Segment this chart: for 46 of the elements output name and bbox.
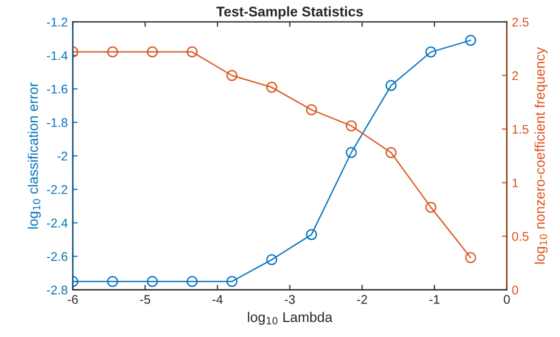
- point: [186, 46, 198, 58]
- point: [425, 46, 436, 58]
- y-tick-label: -2.4: [46, 218, 68, 228]
- point: [186, 276, 198, 287]
- y-tick-label: -2.2: [46, 185, 68, 194]
- point: [107, 46, 118, 58]
- y2-tick-label: 2.5: [512, 18, 529, 27]
- point: [386, 80, 397, 92]
- y2-tick-label: 1.5: [512, 125, 529, 134]
- x-tick-label: -6: [68, 295, 78, 304]
- point: [306, 229, 317, 240]
- y-tick-label: -1.4: [46, 51, 68, 60]
- y-tick-label: -1.2: [46, 18, 68, 26]
- x-tick-label: -5: [140, 295, 150, 304]
- point: [266, 254, 278, 266]
- y-tick-label: -2.8: [46, 286, 68, 294]
- point: [107, 276, 118, 287]
- y2-tick-label: 0.5: [512, 232, 529, 241]
- y-tick-label: -1.8: [46, 118, 68, 128]
- point: [386, 147, 397, 158]
- point: [425, 202, 436, 213]
- point: [346, 120, 357, 132]
- x-tick-label: 0: [504, 295, 510, 304]
- point: [226, 276, 238, 287]
- x-tick-label: -3: [284, 295, 295, 304]
- point: [306, 104, 317, 116]
- point: [146, 46, 158, 58]
- y-tick-label: -2: [57, 152, 68, 160]
- y-tick-label: -1.6: [46, 84, 68, 94]
- chart-title: Test-Sample Statistics: [216, 6, 363, 20]
- y-tick-label: -2.6: [46, 252, 68, 261]
- point: [226, 70, 238, 81]
- y2-axis-title: log$_{10}$ nonzero-coefficient frequency: [534, 47, 548, 264]
- x-tick-label: -1: [429, 295, 440, 304]
- y2-tick-label: 2: [512, 71, 518, 80]
- x-tick-label: -2: [357, 295, 368, 304]
- point: [465, 252, 476, 264]
- point: [146, 276, 158, 287]
- y2-tick-label: 0: [512, 286, 518, 294]
- point: [465, 34, 476, 46]
- x-tick-label: -4: [212, 295, 223, 304]
- y-axis-title: log$_{10}$ classification error: [28, 82, 41, 229]
- x-axis-title: log$_{10}$ Lambda: [248, 312, 332, 325]
- point: [346, 147, 357, 158]
- y2-tick-label: 1: [512, 178, 518, 188]
- point: [266, 82, 278, 93]
